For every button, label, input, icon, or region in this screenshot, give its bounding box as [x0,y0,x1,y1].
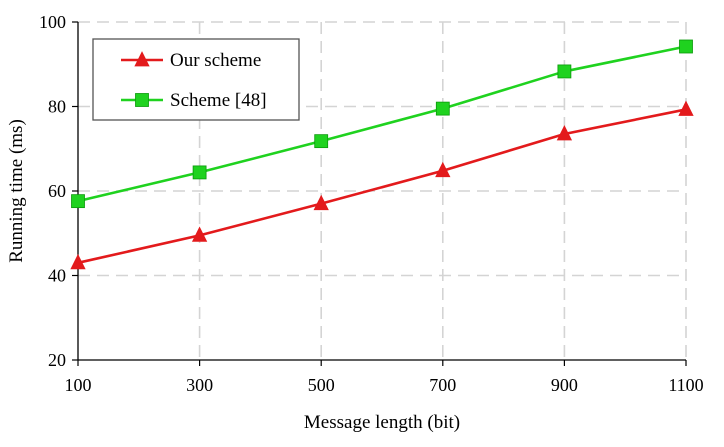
data-point [678,100,694,116]
square-marker-icon [135,93,149,107]
series-line [77,45,687,203]
series-lines [70,39,694,270]
legend-label: Our scheme [170,50,261,71]
legend-label: Scheme [48] [170,90,267,111]
data-point [70,253,86,270]
series-scheme-48 [71,39,693,209]
data-point [679,39,693,54]
y-tick-label: 80 [48,97,66,117]
legend: Our scheme Scheme [48] [92,38,300,121]
series-our-scheme [70,100,694,270]
series-line [77,108,687,265]
data-point [556,125,573,141]
x-axis-title: Message length (bit) [304,412,460,433]
data-point [557,64,572,79]
tick-labels: 20 40 60 80 100 100 300 500 700 900 1100 [39,12,704,395]
x-tick-label: 1100 [668,375,703,395]
y-tick-label: 100 [39,12,66,32]
legend-box [92,38,300,121]
data-point [191,226,208,242]
data-point [435,161,451,178]
x-tick-label: 300 [186,375,213,395]
triangle-marker-icon [134,51,150,67]
y-axis-title: Running time (ms) [6,119,27,263]
x-tick-label: 100 [65,375,92,395]
x-tick-label: 700 [429,375,456,395]
y-tick-label: 40 [48,266,66,286]
data-point [314,134,329,149]
y-tick-label: 60 [48,181,66,201]
x-tick-label: 500 [308,375,335,395]
data-point [71,194,85,209]
x-tick-label: 900 [551,375,578,395]
axes [72,21,687,366]
data-point [435,101,450,116]
data-point [192,165,207,180]
data-point [313,194,329,211]
y-tick-label: 20 [48,350,66,370]
